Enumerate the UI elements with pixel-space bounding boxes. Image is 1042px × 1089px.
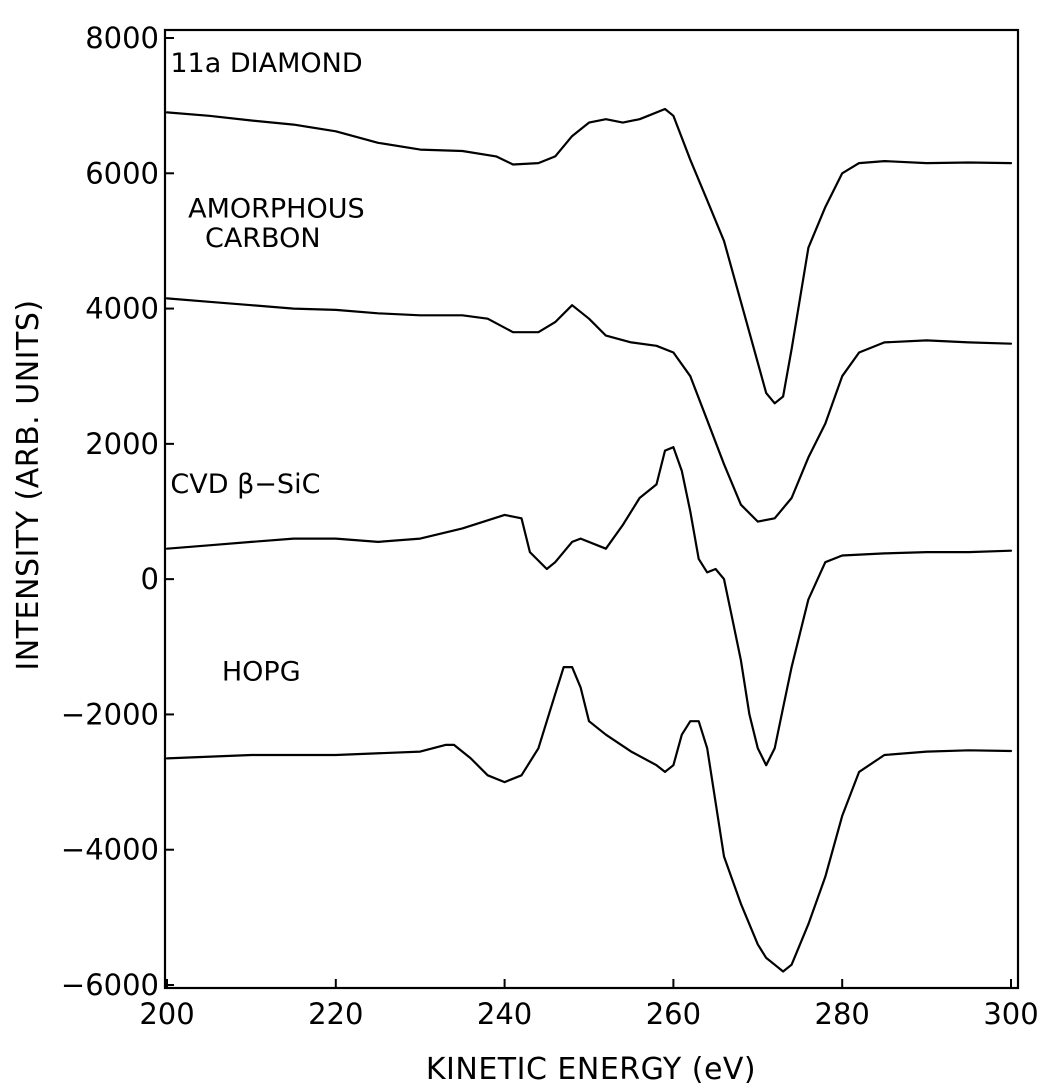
x-axis-title: KINETIC ENERGY (eV) xyxy=(426,1052,756,1087)
x-tick-label: 260 xyxy=(646,997,701,1031)
series-line-amorphous-carbon xyxy=(165,297,1013,523)
y-tick-label: 6000 xyxy=(85,156,159,190)
y-tick-label: −6000 xyxy=(61,968,159,1002)
y-tick-label: 0 xyxy=(141,562,159,596)
series-annotation: CARBON xyxy=(205,223,321,254)
series-annotation: HOPG xyxy=(222,657,301,688)
x-tick-label: 280 xyxy=(815,997,870,1031)
series-line-11a-diamond xyxy=(165,107,1013,405)
y-axis-title: INTENSITY (ARB. UNITS) xyxy=(11,299,46,670)
series-line-cvd-sic xyxy=(165,446,1013,767)
y-tick-label: 8000 xyxy=(85,21,159,55)
x-tick-label: 200 xyxy=(139,997,194,1031)
x-tick-label: 300 xyxy=(983,997,1038,1031)
series-annotation: AMORPHOUS xyxy=(188,193,365,224)
series-curves xyxy=(165,107,1013,973)
x-tick-label: 240 xyxy=(477,997,532,1031)
y-tick-label: −4000 xyxy=(61,833,159,867)
x-axis-ticks: 200 220 240 260 280 300 xyxy=(139,979,1039,1031)
plot-frame xyxy=(163,28,1020,990)
series-line-hopg xyxy=(165,665,1013,973)
series-annotation: CVD β−SiC xyxy=(170,469,320,500)
y-tick-label: 4000 xyxy=(85,292,159,326)
y-tick-label: −2000 xyxy=(61,697,159,731)
y-axis-ticks: 8000 6000 4000 2000 0 −2000 −4000 −6000 xyxy=(61,21,174,1002)
series-annotation: 11a DIAMOND xyxy=(170,48,362,79)
y-tick-label: 2000 xyxy=(85,427,159,461)
x-tick-label: 220 xyxy=(308,997,363,1031)
